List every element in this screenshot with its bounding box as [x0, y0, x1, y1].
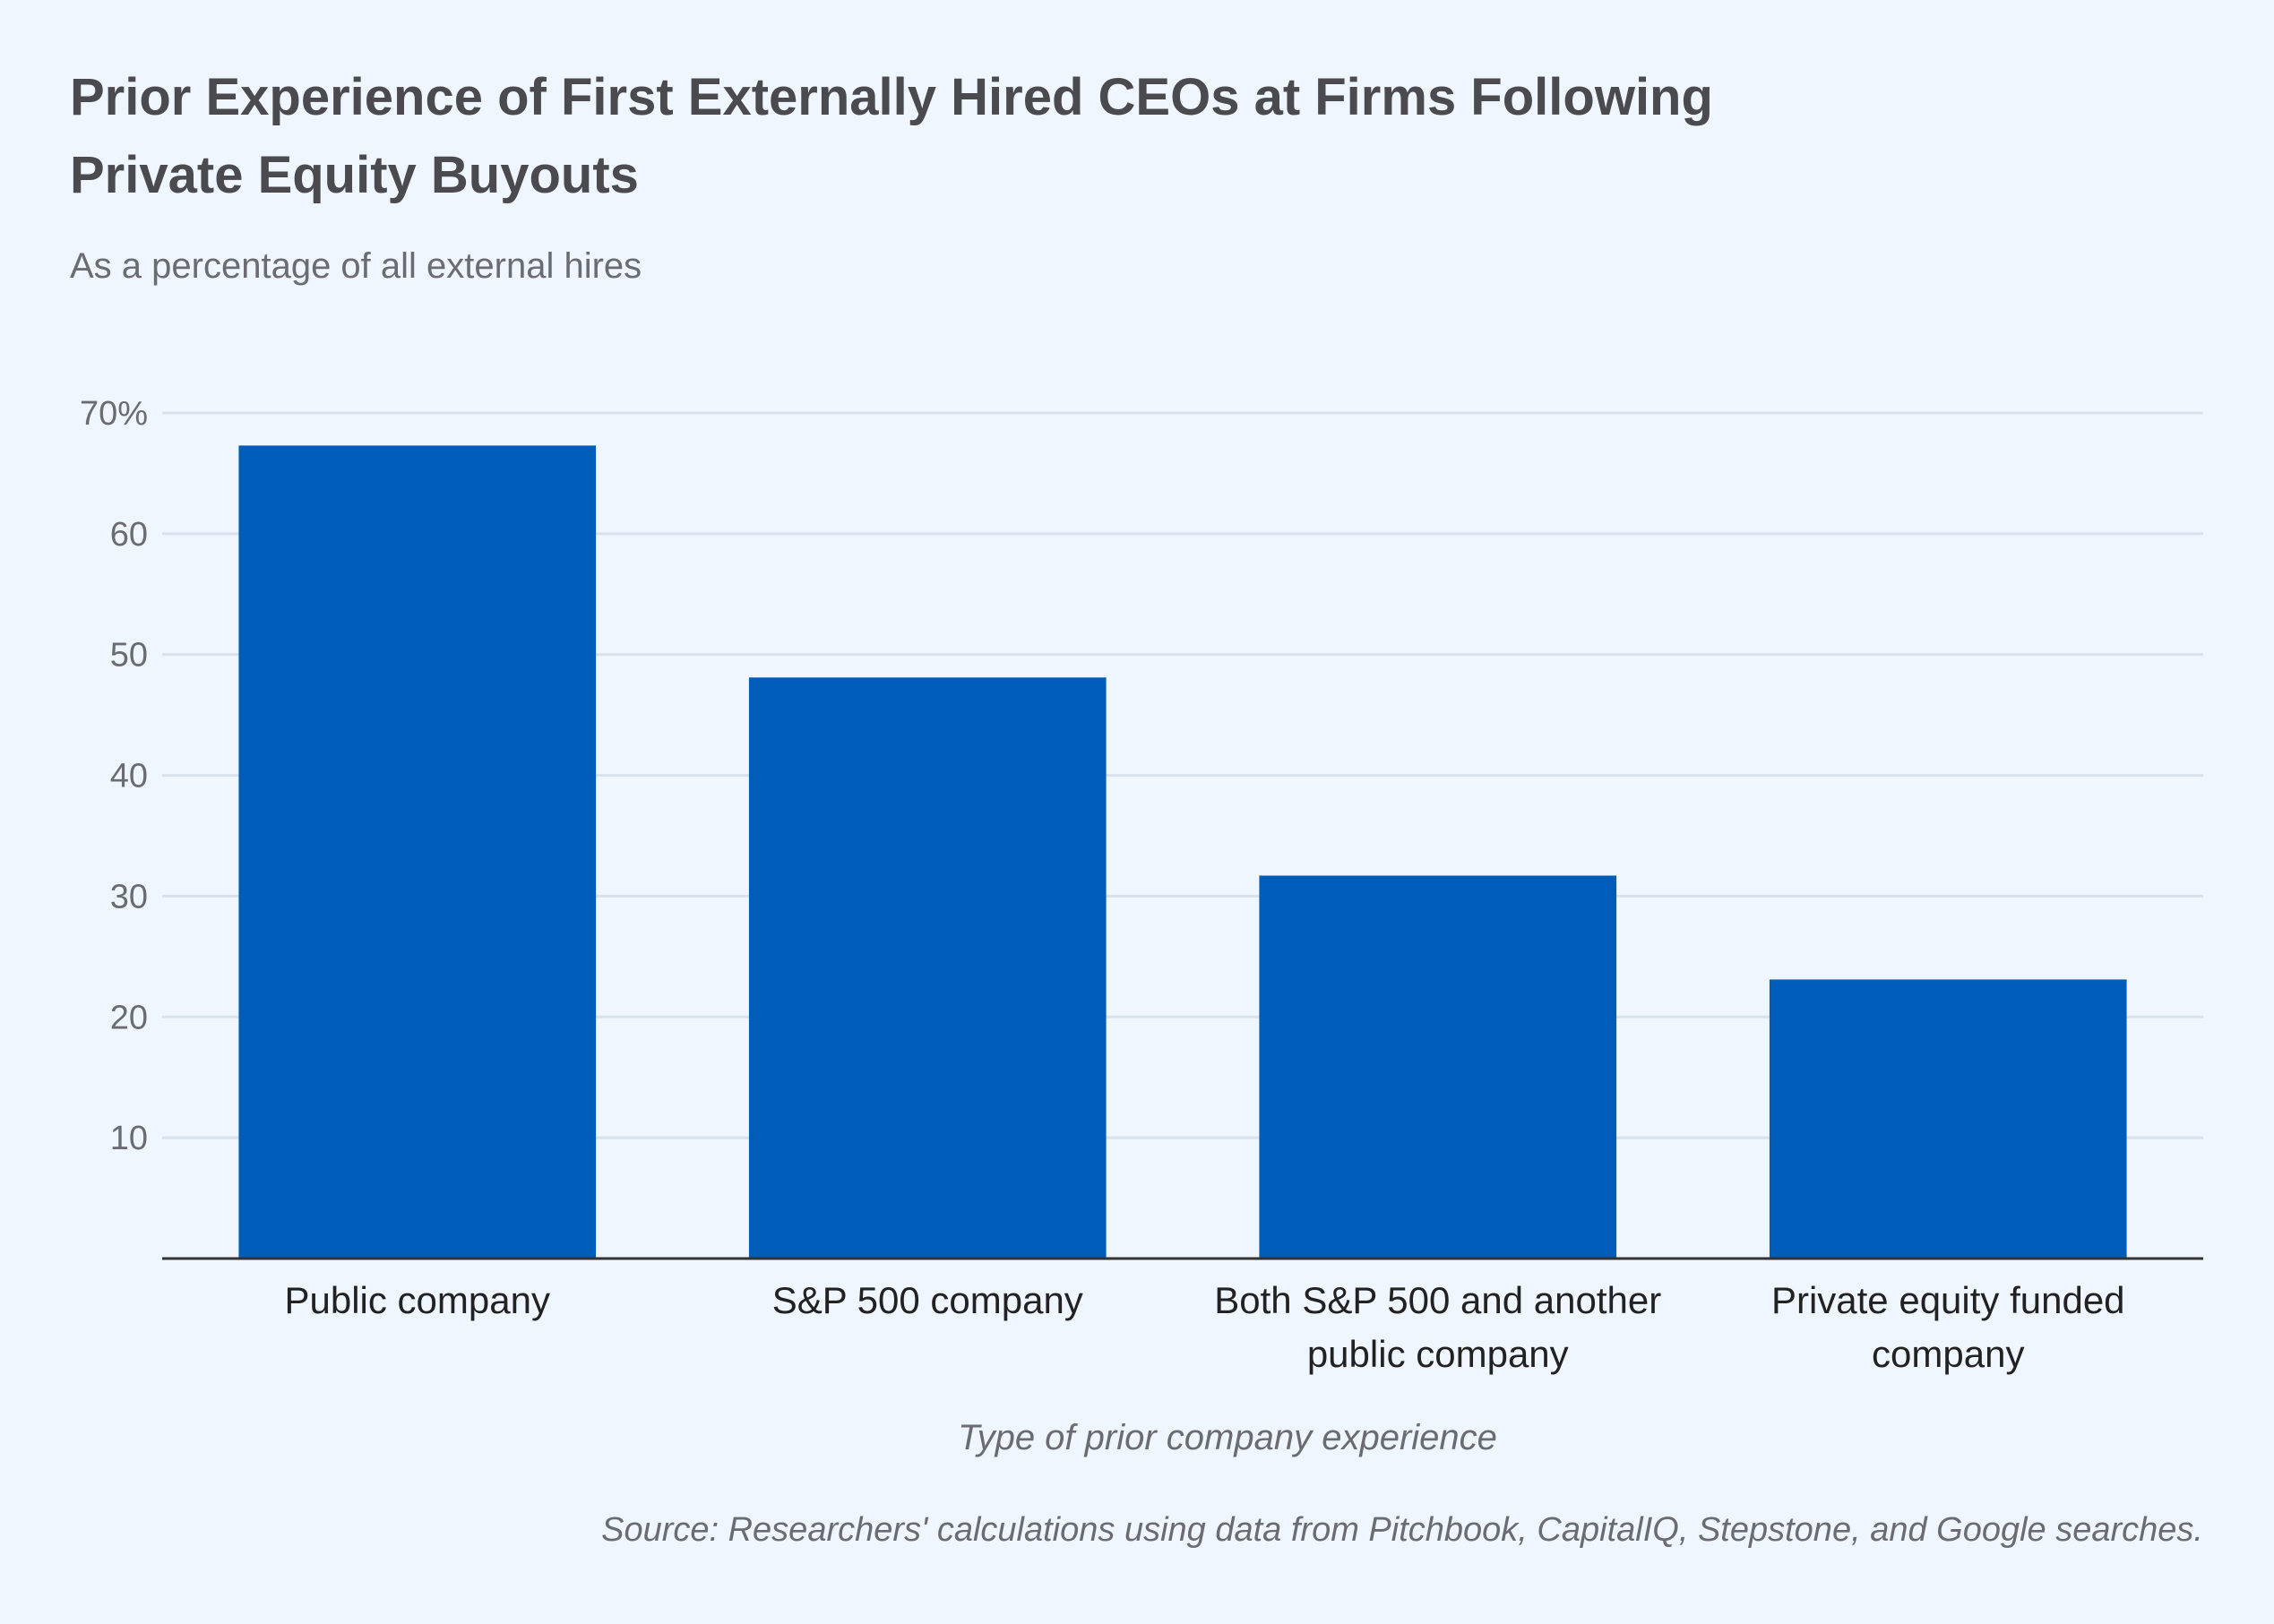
x-axis-label: Type of prior company experience [958, 1418, 1497, 1457]
bar [238, 445, 597, 1259]
bar [1769, 979, 2127, 1259]
y-tick-label: 30 [110, 878, 148, 915]
x-category-label: public company [1307, 1333, 1569, 1375]
source-note: Source: Researchers' calculations using … [601, 1511, 2203, 1549]
y-tick-label: 70% [80, 395, 148, 433]
y-tick-label: 60 [110, 516, 148, 554]
x-category-label: Both S&P 500 and another [1214, 1279, 1661, 1321]
chart-title-line-2: Private Equity Buyouts [70, 146, 639, 204]
y-tick-label: 20 [110, 999, 148, 1036]
bars [238, 445, 2127, 1259]
x-category-label: Public company [285, 1279, 550, 1321]
x-category-label: Private equity funded [1771, 1279, 2125, 1321]
x-axis-categories: Public company S&P 500 company Both S&P 50… [285, 1279, 2125, 1375]
chart-subtitle: As a percentage of all external hires [70, 246, 642, 286]
x-category-label: company [1872, 1333, 2024, 1375]
chart-title-line-1: Prior Experience of First Externally Hir… [70, 68, 1713, 126]
bar [748, 677, 1107, 1259]
y-tick-label: 50 [110, 637, 148, 675]
bar [1259, 875, 1617, 1259]
y-tick-label: 40 [110, 758, 148, 795]
y-axis-ticks: 10 20 30 40 50 60 70% [80, 395, 148, 1157]
x-category-label: S&P 500 company [772, 1279, 1083, 1321]
y-tick-label: 10 [110, 1120, 148, 1157]
